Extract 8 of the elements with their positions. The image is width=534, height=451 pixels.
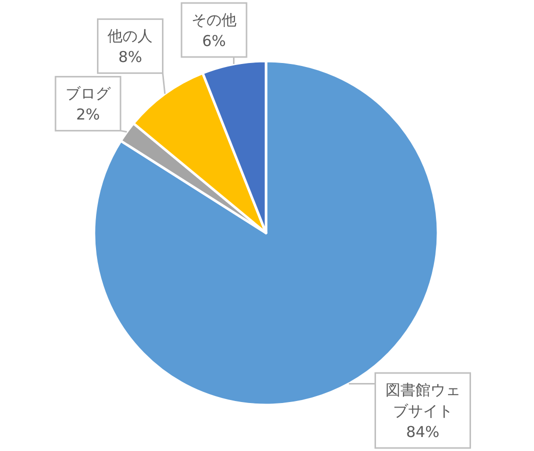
data-label: 2% [76, 106, 100, 124]
data-label: 84% [406, 422, 440, 441]
slice-label: 他の人 [108, 27, 153, 46]
data-label: 6% [202, 32, 226, 50]
data-label: 8% [118, 48, 142, 66]
slice-label: ブログ [66, 84, 112, 103]
slice-label: その他 [192, 10, 237, 29]
slice-label: 図書館ウェブサイト [385, 380, 460, 420]
